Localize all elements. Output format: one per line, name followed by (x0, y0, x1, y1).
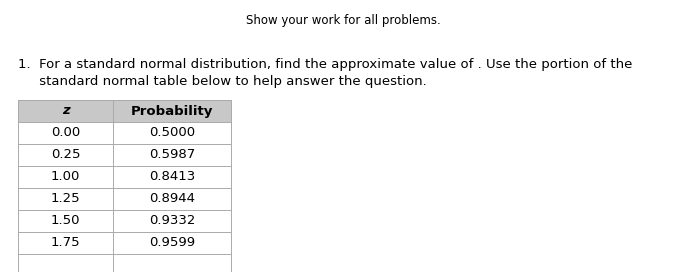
Text: 0.9599: 0.9599 (149, 236, 195, 249)
Text: 0.8413: 0.8413 (149, 171, 195, 184)
Text: z: z (62, 104, 69, 118)
Text: 0.00: 0.00 (51, 126, 80, 140)
Text: 0.9332: 0.9332 (149, 215, 195, 227)
Text: 0.5000: 0.5000 (149, 126, 195, 140)
Text: 0.25: 0.25 (51, 149, 80, 162)
Text: 1.25: 1.25 (51, 193, 80, 206)
Bar (18, 100, 231, 122)
Text: 1.50: 1.50 (51, 215, 80, 227)
Text: 1.75: 1.75 (51, 236, 80, 249)
Text: 1.00: 1.00 (51, 171, 80, 184)
Text: 0.5987: 0.5987 (149, 149, 195, 162)
Text: Probability: Probability (131, 104, 213, 118)
Text: standard normal table below to help answer the question.: standard normal table below to help answ… (18, 75, 427, 88)
Text: Show your work for all problems.: Show your work for all problems. (246, 14, 440, 27)
Text: 1.  For a standard normal distribution, find the approximate value of . Use the : 1. For a standard normal distribution, f… (18, 58, 632, 71)
Text: 0.8944: 0.8944 (149, 193, 195, 206)
